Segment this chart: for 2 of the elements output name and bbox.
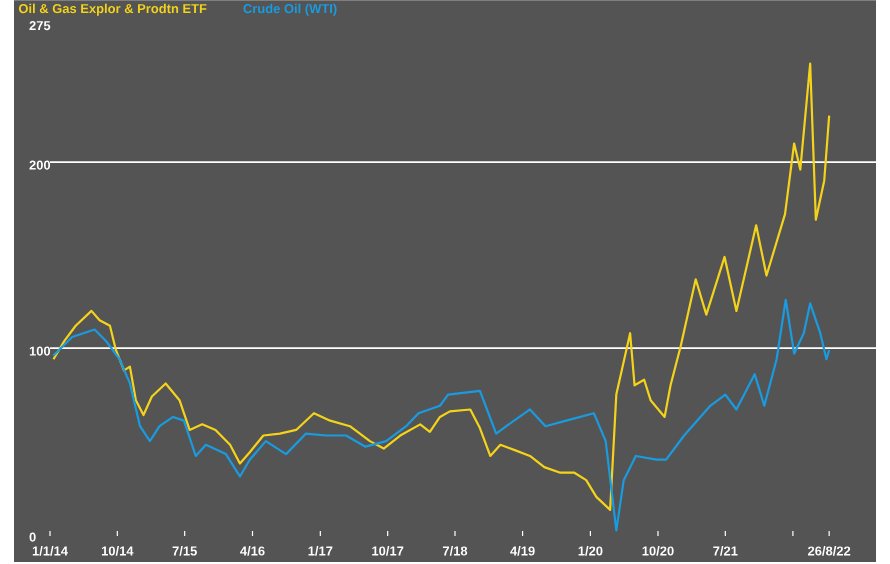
line-series bbox=[52, 298, 831, 532]
line-series bbox=[52, 62, 831, 512]
